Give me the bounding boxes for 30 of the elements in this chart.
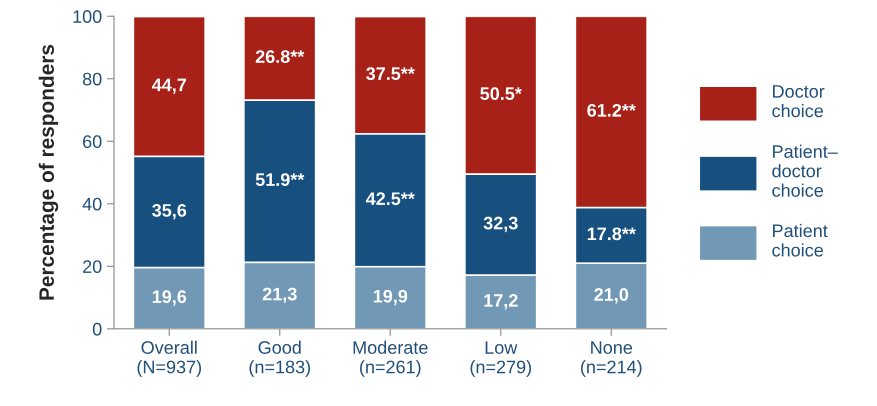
- data-label: 17.8**: [588, 227, 636, 240]
- x-tick-label: Good (n=183): [250, 340, 310, 377]
- y-tick-label: 60: [83, 135, 102, 148]
- data-label: 37.5**: [366, 67, 415, 80]
- y-tick-label: 80: [82, 72, 102, 86]
- x-tick-label: Moderate (n=261): [354, 340, 428, 377]
- y-tick-label: 100: [73, 10, 102, 23]
- legend-label: Patient–doctor choice: [772, 144, 838, 197]
- data-label: 42.5**: [366, 192, 415, 206]
- y-tick-label: 20: [83, 260, 102, 274]
- data-label: 21,3: [262, 288, 297, 304]
- y-axis-title: Percentage of responders: [38, 44, 58, 300]
- legend-label: Doctor choice: [772, 85, 824, 118]
- data-label: 21,0: [594, 288, 628, 304]
- y-tick-label: 0: [92, 322, 102, 336]
- data-label: 35,6: [152, 204, 186, 220]
- data-label: 61.2**: [587, 104, 636, 117]
- x-tick-label: Overall (N=937): [138, 340, 202, 377]
- x-tick-label: None (n=214): [581, 341, 642, 377]
- legend-label: Patient choice: [772, 224, 828, 257]
- data-label: 44,7: [152, 78, 186, 94]
- y-tick-label: 40: [82, 198, 102, 211]
- data-label: 32,3: [484, 216, 518, 232]
- data-label: 51.9**: [256, 173, 304, 186]
- data-label: 26.8**: [256, 50, 304, 63]
- x-tick-label: Low (n=279): [470, 341, 532, 377]
- data-label: 17,2: [484, 294, 518, 310]
- data-label: 19,6: [152, 290, 186, 306]
- data-label: 19,9: [374, 290, 408, 306]
- data-label: 50.5*: [480, 87, 522, 100]
